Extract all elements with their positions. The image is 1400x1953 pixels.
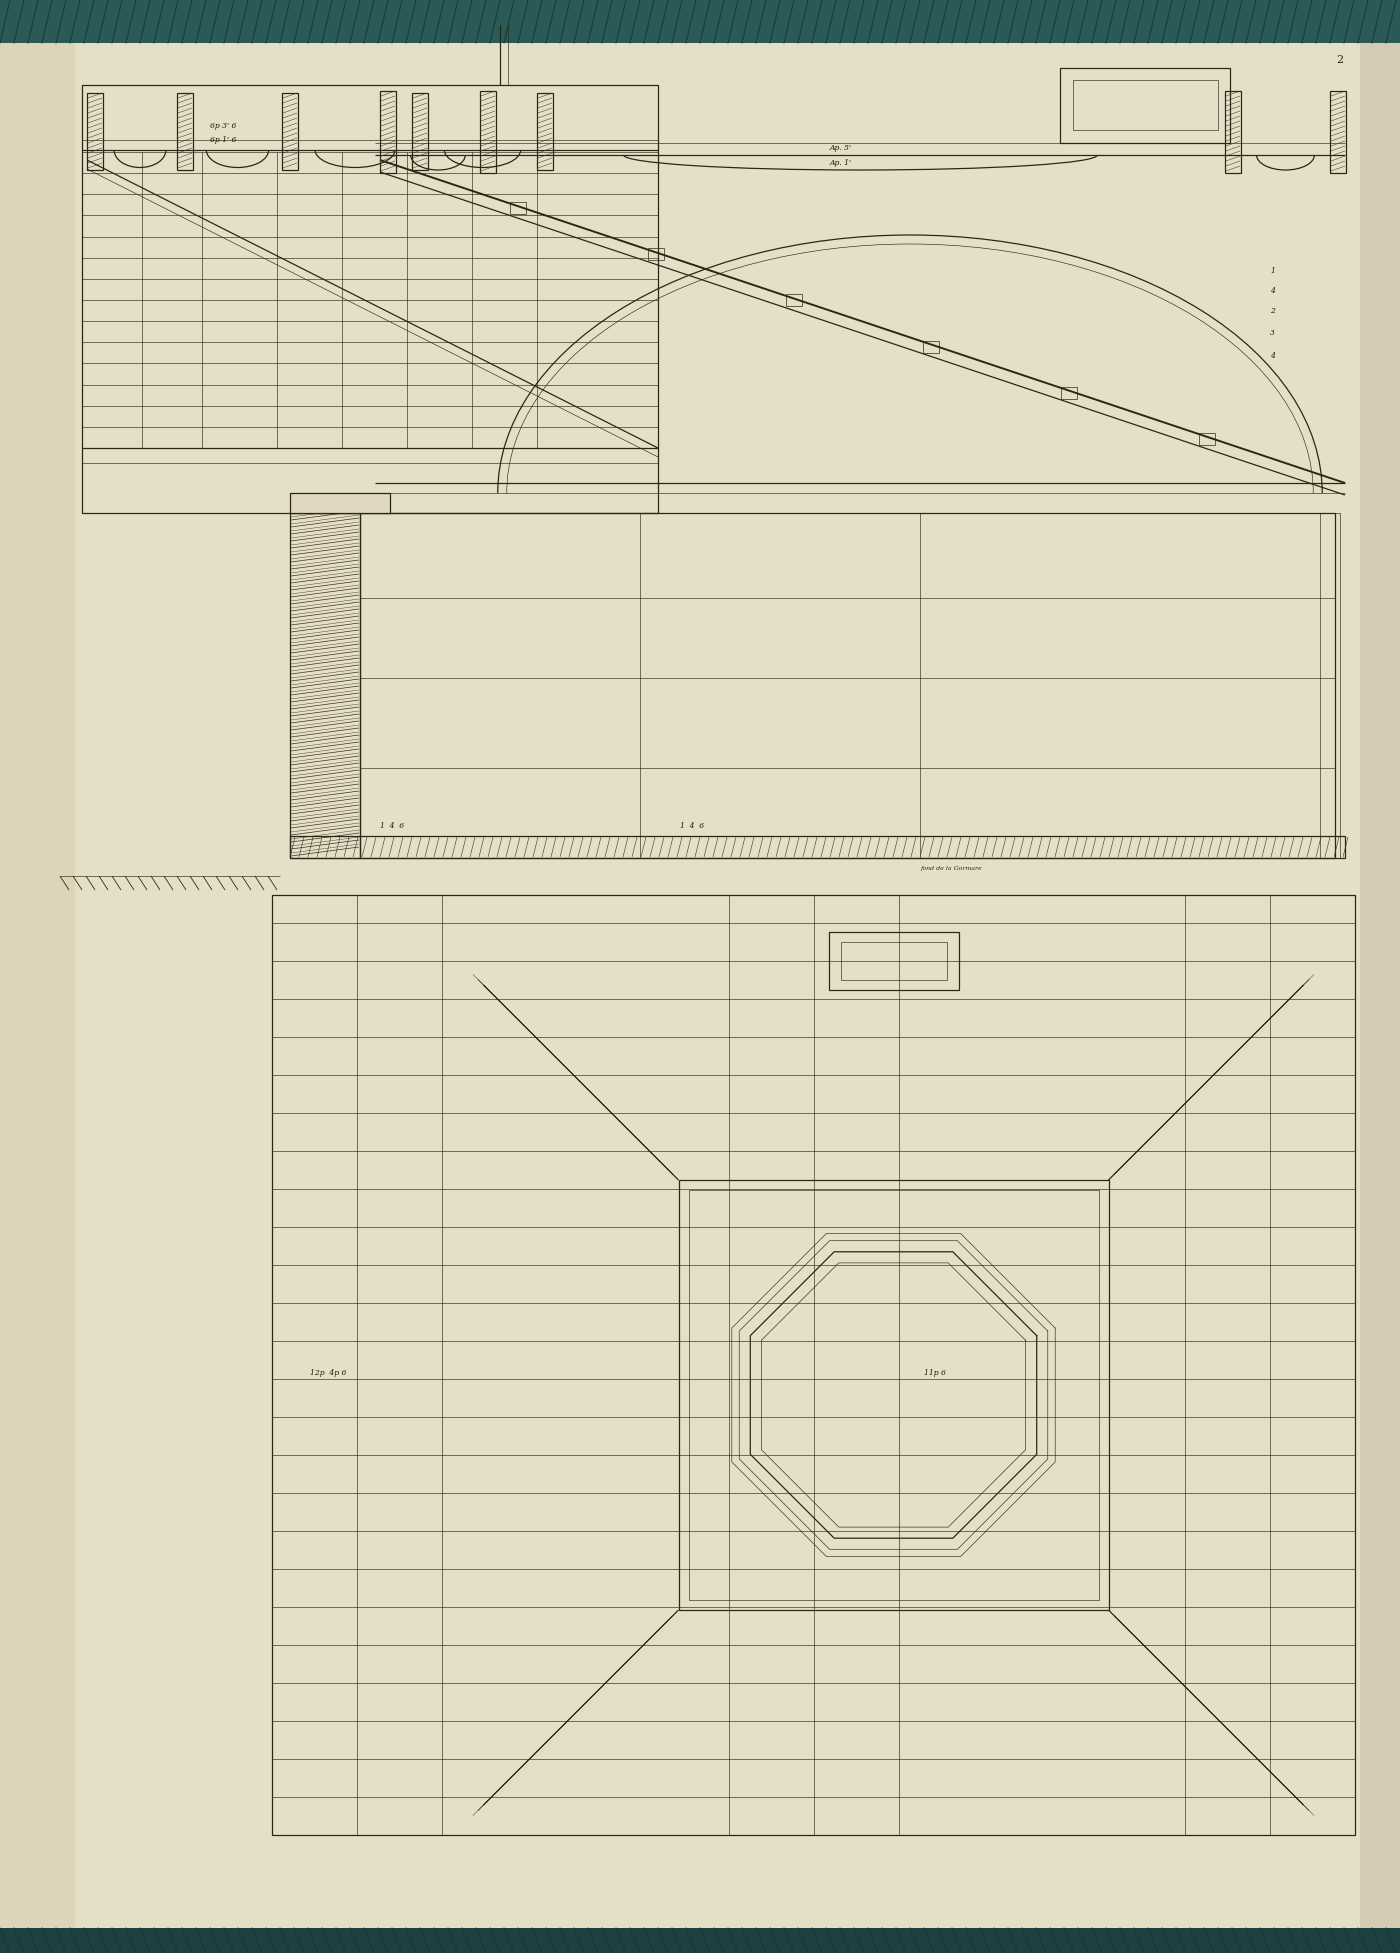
Bar [480, 92, 496, 174]
Bar [1200, 434, 1215, 445]
Bar [1320, 514, 1340, 857]
Text: 2: 2 [1270, 307, 1275, 314]
Bar [829, 932, 959, 990]
Text: 1  4  6: 1 4 6 [680, 822, 704, 830]
Bar [1359, 0, 1400, 1953]
Text: 1  4  6: 1 4 6 [379, 822, 405, 830]
Bar [176, 94, 193, 170]
Bar [83, 86, 658, 514]
Bar [290, 836, 1345, 857]
Text: 1: 1 [1270, 268, 1275, 275]
Text: Ap. 5': Ap. 5' [830, 145, 853, 152]
Bar [840, 941, 946, 980]
Bar [272, 894, 1355, 1836]
Bar [290, 514, 360, 857]
Text: 4: 4 [1270, 352, 1275, 359]
Text: 12p  4p 6: 12p 4p 6 [309, 1369, 346, 1377]
Bar [1225, 92, 1240, 174]
Bar [281, 94, 298, 170]
Bar [689, 1189, 1099, 1600]
Bar [0, 0, 1400, 43]
Bar [679, 1180, 1109, 1609]
Text: 11p 6: 11p 6 [924, 1369, 945, 1377]
Bar [0, 0, 76, 1953]
Bar [0, 1928, 1400, 1953]
Bar [648, 248, 664, 260]
Bar [510, 203, 526, 215]
Bar [538, 94, 553, 170]
Bar [924, 340, 939, 353]
Bar [1072, 80, 1218, 131]
Text: 6p 1' 6: 6p 1' 6 [210, 137, 237, 145]
Bar [785, 295, 802, 307]
Bar [87, 94, 104, 170]
Bar [379, 92, 396, 174]
Bar [1330, 92, 1345, 174]
Text: 3: 3 [1270, 328, 1275, 338]
Bar [290, 492, 391, 514]
Text: fond de la Gormare: fond de la Gormare [920, 865, 981, 871]
Bar [360, 514, 1336, 857]
Bar [1060, 68, 1231, 143]
Text: Ap. 1': Ap. 1' [830, 158, 853, 168]
Text: 2: 2 [1337, 55, 1344, 64]
Bar [412, 94, 428, 170]
Text: 6p 3' 6: 6p 3' 6 [210, 121, 237, 131]
Text: 4: 4 [1270, 287, 1275, 295]
Bar [1061, 387, 1077, 398]
